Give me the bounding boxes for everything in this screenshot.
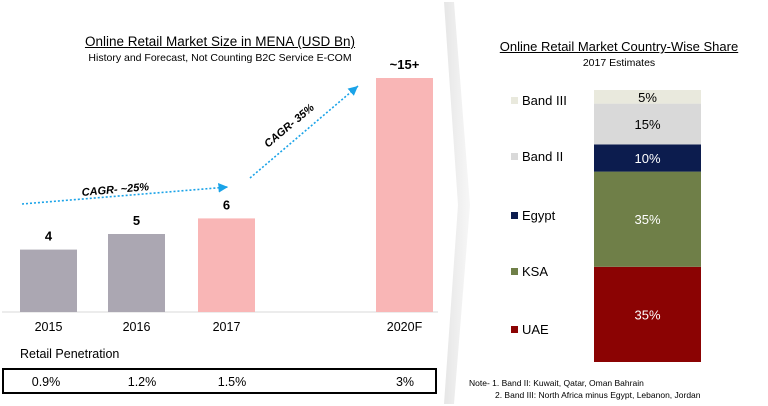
chevron-divider [444,2,470,404]
segment-egypt [594,144,701,172]
legend-label-uae: UAE [522,322,549,337]
retail-penetration-box: 0.9% 1.2% 1.5% 3% [2,368,437,394]
segment-ksa [594,171,701,267]
bar-value-label-2017: 6 [223,197,230,212]
legend-swatch-ksa [511,268,518,275]
legend-label-band-ii: Band II [522,149,563,164]
bar-value-label-2015: 4 [45,229,53,244]
right-chart-title: Online Retail Market Country-Wise Share [499,39,739,54]
cagr-history-arrow [21,183,229,205]
retail-penetration-title: Retail Penetration [20,347,120,361]
penetration-value-2016: 1.2% [127,375,157,389]
penetration-value-2020f: 3% [395,375,415,389]
bar-2015 [20,249,77,312]
legend-swatch-band-iii [511,97,518,104]
bar-2020f [376,78,433,312]
legend-label-ksa: KSA [522,264,548,279]
legend-swatch-band-ii [511,153,518,160]
x-tick-label-2016: 2016 [123,320,151,334]
bar-value-label-2020f: ~15+ [390,57,420,72]
legend-swatch-uae [511,326,518,333]
segment-label-egypt: 10% [634,151,660,166]
footnote: Note- 1. Band II: Kuwait, Qatar, Oman Ba… [469,378,701,400]
segment-label-band-iii: 5% [638,90,657,105]
left-bar-group: 4 2015 5 2016 6 2017 ~15+ 2020F [20,57,433,334]
legend-label-egypt: Egypt [522,208,556,223]
segment-label-ksa: 35% [634,212,660,227]
segment-label-uae: 35% [634,307,660,322]
segment-band-iii [594,90,701,104]
segment-uae [594,266,701,362]
legend-swatch-egypt [511,212,518,219]
penetration-value-2015: 0.9% [31,375,61,389]
bar-value-label-2016: 5 [133,213,140,228]
segment-band-ii [594,103,701,145]
bar-2016 [108,234,165,312]
penetration-value-2017: 1.5% [217,375,247,389]
left-chart-subtitle: History and Forecast, Not Counting B2C S… [88,52,352,64]
right-chart-subtitle: 2017 Estimates [582,57,656,69]
cagr-history-label: CAGR- ~25% [81,181,150,199]
x-tick-label-2020f: 2020F [387,320,423,334]
cagr-forecast-arrow [249,85,359,179]
left-chart-title: Online Retail Market Size in MENA (USD B… [84,34,356,49]
x-tick-label-2017: 2017 [213,320,241,334]
bar-2017 [198,218,255,312]
right-stacked-bar-group: 35% 35% 10% 15% 5% UAE KSA Egypt Band II Band III [511,90,701,362]
cagr-forecast-label: CAGR- 35% [262,102,317,151]
x-tick-label-2015: 2015 [35,320,63,334]
segment-label-band-ii: 15% [634,117,660,132]
legend-label-band-iii: Band III [522,93,567,108]
